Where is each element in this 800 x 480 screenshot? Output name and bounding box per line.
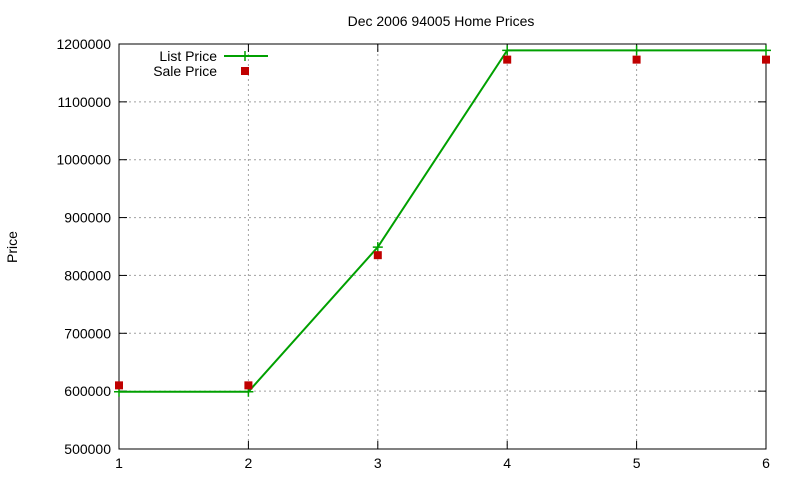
x-tick-label: 4 xyxy=(503,455,511,471)
x-tick-label: 2 xyxy=(245,455,253,471)
x-tick-label: 3 xyxy=(374,455,382,471)
y-tick-label: 800000 xyxy=(64,267,111,283)
list-price-point xyxy=(502,45,512,55)
series-line-list-price xyxy=(119,50,766,391)
sale-price-point xyxy=(503,56,511,64)
sale-price-point xyxy=(762,56,770,64)
tick-layer: 500000 600000 700000 800000 900000 1000000 110… xyxy=(56,36,770,471)
y-tick-label: 1000000 xyxy=(56,152,111,168)
list-price-point xyxy=(632,45,642,55)
sale-price-point xyxy=(374,251,382,259)
sale-price-point xyxy=(115,381,123,389)
y-axis-label: Price xyxy=(4,231,20,263)
legend-marker-sale-price xyxy=(241,67,249,75)
list-price-point xyxy=(761,45,771,55)
sale-price-point xyxy=(633,56,641,64)
plot-frame xyxy=(119,44,766,449)
sale-price-point xyxy=(244,381,252,389)
y-tick-label: 900000 xyxy=(64,210,111,226)
legend: List Price Sale Price xyxy=(153,48,268,79)
y-tick-label: 700000 xyxy=(64,325,111,341)
legend-label-sale-price: Sale Price xyxy=(153,63,217,79)
y-tick-label: 500000 xyxy=(64,441,111,457)
y-tick-label: 1200000 xyxy=(56,36,111,52)
y-tick-label: 1100000 xyxy=(58,94,112,110)
y-tick-label: 600000 xyxy=(64,383,111,399)
x-tick-label: 1 xyxy=(115,455,123,471)
series-layer xyxy=(114,45,771,396)
legend-label-list-price: List Price xyxy=(159,48,217,64)
x-tick-label: 6 xyxy=(762,455,770,471)
grid-layer xyxy=(119,44,766,449)
chart-title: Dec 2006 94005 Home Prices xyxy=(348,13,535,29)
x-tick-label: 5 xyxy=(633,455,641,471)
